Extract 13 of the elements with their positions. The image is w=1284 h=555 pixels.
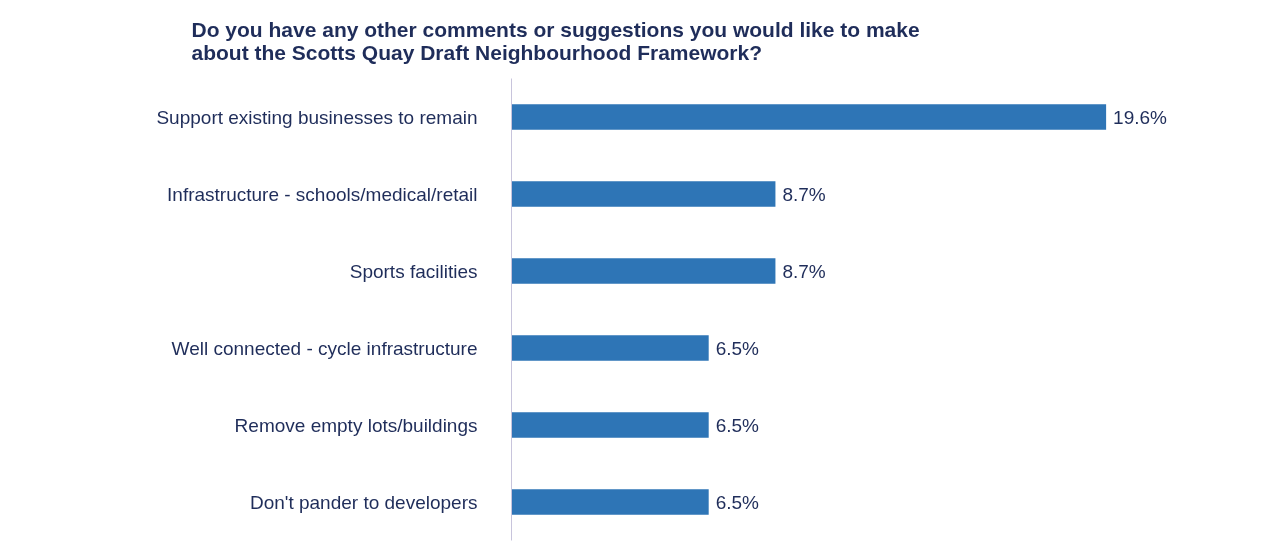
- data-label: 8.7%: [782, 260, 826, 282]
- data-label: 8.7%: [782, 183, 826, 205]
- y-tick-label: Sports facilities: [349, 260, 478, 282]
- chart-title: Do you have any other comments or suggestions you would like to make about the Scotts Quay Draft Neighbourhood Framework?: [191, 17, 920, 64]
- data-label: 6.5%: [715, 491, 760, 513]
- y-tick-label: Support existing businesses to remain: [156, 106, 478, 128]
- data-label: 6.5%: [715, 337, 760, 359]
- y-tick-label: Infrastructure - schools/medical/retail: [167, 183, 478, 205]
- y-tick-label: Well connected - cycle infrastructure: [171, 337, 478, 359]
- data-label: 19.6%: [1113, 106, 1168, 128]
- y-tick-label: Remove empty lots/buildings: [234, 414, 478, 436]
- data-label: 6.5%: [715, 414, 760, 436]
- y-tick-label: Don't pander to developers: [249, 491, 478, 513]
